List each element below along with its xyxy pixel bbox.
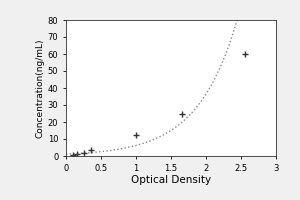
X-axis label: Optical Density: Optical Density	[131, 175, 211, 185]
Y-axis label: Concentration(ng/mL): Concentration(ng/mL)	[36, 38, 45, 138]
